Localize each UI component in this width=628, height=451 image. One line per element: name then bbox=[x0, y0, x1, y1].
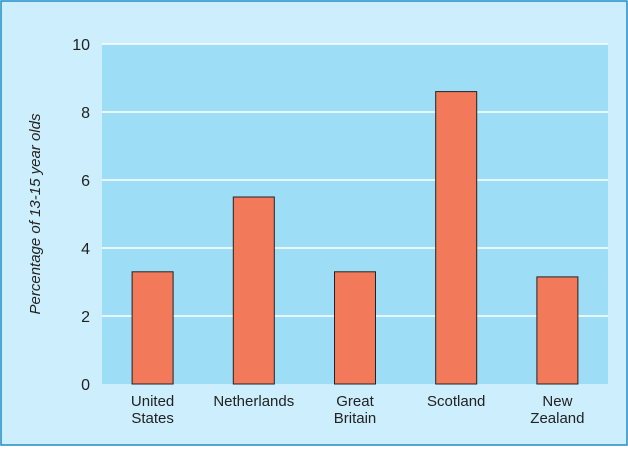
bar bbox=[232, 196, 275, 385]
bars bbox=[131, 91, 579, 385]
y-tick-label: 0 bbox=[81, 377, 90, 394]
y-axis-label: Percentage of 13-15 year olds bbox=[27, 113, 44, 314]
y-tick-label: 6 bbox=[81, 173, 90, 190]
y-tick-label: 8 bbox=[81, 105, 90, 122]
x-tick-label: Netherlands bbox=[213, 393, 294, 410]
bar bbox=[536, 276, 579, 385]
x-axis-labels: United States Netherlands Great Britain Scotl… bbox=[131, 393, 585, 427]
gridlines bbox=[102, 43, 608, 317]
bar bbox=[131, 271, 174, 385]
bar bbox=[334, 271, 376, 385]
x-tick-label: Great Britain bbox=[334, 393, 377, 427]
y-tick-label: 10 bbox=[72, 37, 90, 54]
x-tick-label: United States bbox=[131, 393, 174, 427]
bar bbox=[435, 91, 478, 385]
x-tick-label: New Zealand bbox=[530, 393, 584, 427]
y-tick-label: 2 bbox=[81, 309, 90, 326]
x-tick-label: Scotland bbox=[427, 393, 485, 410]
y-tick-label: 4 bbox=[81, 241, 90, 258]
y-axis-ticks: 0 2 4 6 8 10 bbox=[72, 37, 90, 394]
